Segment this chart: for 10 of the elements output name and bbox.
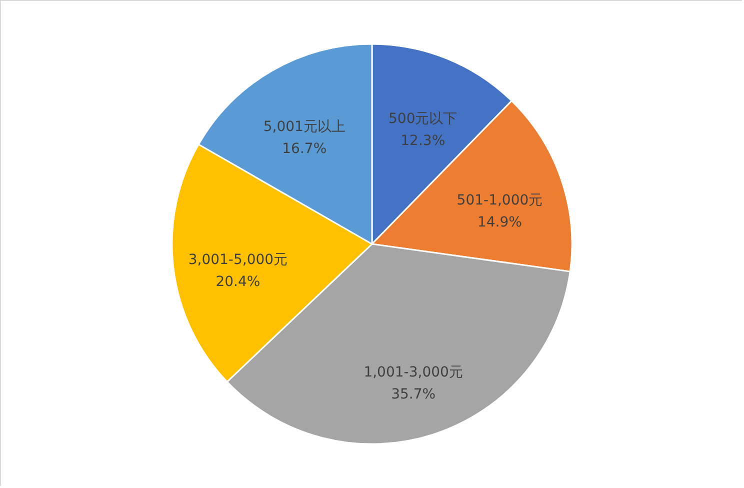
data-label: 20.4%: [216, 274, 260, 290]
slice-label: 3,001-5,000元: [188, 252, 288, 268]
slice-label: 5,001元以上: [263, 119, 346, 136]
slice-label: 500元以下: [388, 110, 458, 127]
data-label: 16.7%: [282, 141, 327, 158]
slice-label: 1,001-3,000元: [364, 364, 463, 381]
data-label: 35.7%: [391, 386, 436, 403]
data-label: 14.9%: [477, 214, 522, 230]
slice-label: 501-1,000元: [456, 192, 543, 208]
data-label: 12.3%: [400, 132, 446, 149]
